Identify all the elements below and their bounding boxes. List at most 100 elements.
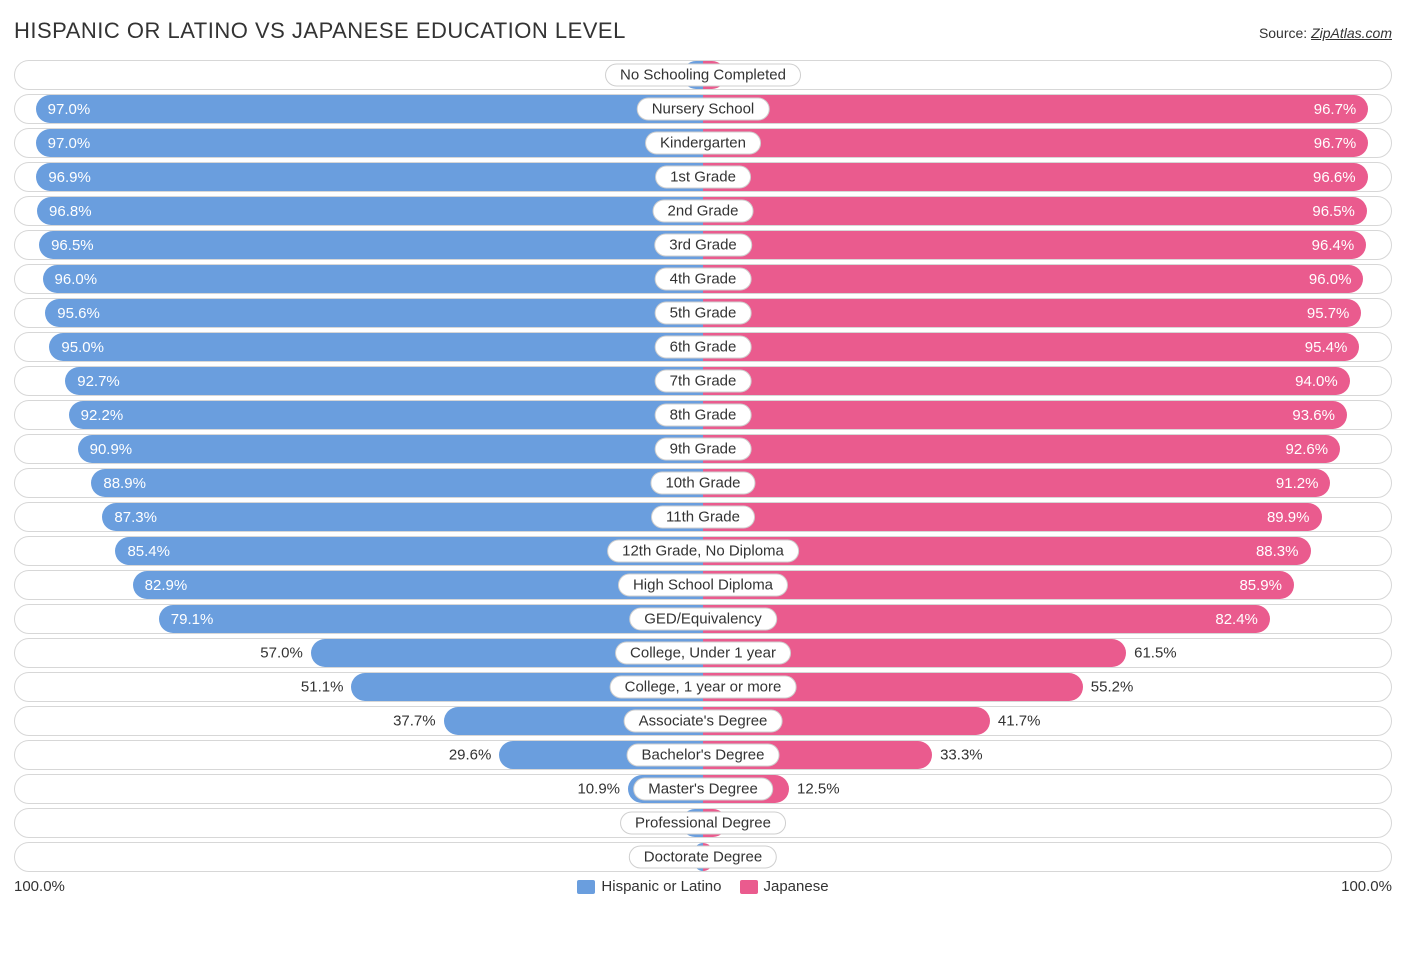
value-label-right: 96.0% [1297, 271, 1364, 288]
chart-row: 96.0%96.0%4th Grade [14, 264, 1392, 294]
chart-row: 96.9% 96.6% 1st Grade [14, 162, 1392, 192]
bar-left: 90.9% [78, 435, 703, 463]
value-label-right: 92.6% [1274, 441, 1341, 458]
value-label-right: 61.5% [1126, 645, 1177, 662]
chart-row: 95.6% 95.7% 5th Grade [14, 298, 1392, 328]
bar-left: 96.8% [37, 197, 703, 225]
value-label-right: 85.9% [1227, 577, 1294, 594]
category-label: 10th Grade [650, 472, 755, 495]
category-label: Kindergarten [645, 132, 761, 155]
bar-right: 85.9% [703, 571, 1294, 599]
chart-row: 3.0%3.3%No Schooling Completed [14, 60, 1392, 90]
value-label-right: 95.7% [1295, 305, 1362, 322]
chart-title: HISPANIC OR LATINO VS JAPANESE EDUCATION… [14, 18, 626, 44]
value-label-left: 95.6% [45, 305, 112, 322]
chart-row: 95.0% 95.4% 6th Grade [14, 332, 1392, 362]
category-label: No Schooling Completed [605, 64, 801, 87]
bar-right: 96.4% [703, 231, 1366, 259]
bar-right: 93.6% [703, 401, 1347, 429]
chart-row: 37.7%41.7%Associate's Degree [14, 706, 1392, 736]
chart-row: 97.0% 96.7% Kindergarten [14, 128, 1392, 158]
chart-row: 51.1% 55.2% College, 1 year or more [14, 672, 1392, 702]
value-label-right: 41.7% [990, 713, 1041, 730]
left-axis-max: 100.0% [14, 878, 65, 895]
chart-footer: 100.0% Hispanic or Latino Japanese 100.0… [14, 878, 1392, 895]
value-label-right: 55.2% [1083, 679, 1134, 696]
source-link[interactable]: ZipAtlas.com [1311, 25, 1392, 41]
bar-right: 92.6% [703, 435, 1340, 463]
category-label: 1st Grade [655, 166, 751, 189]
right-axis-max: 100.0% [1341, 878, 1392, 895]
chart-row: 3.2%3.5%Professional Degree [14, 808, 1392, 838]
value-label-left: 51.1% [301, 679, 352, 696]
value-label-left: 96.5% [39, 237, 106, 254]
bar-left: 96.5% [39, 231, 703, 259]
value-label-right: 88.3% [1244, 543, 1311, 560]
value-label-left: 85.4% [115, 543, 182, 560]
value-label-right: 96.4% [1300, 237, 1367, 254]
category-label: 2nd Grade [653, 200, 754, 223]
category-label: 8th Grade [655, 404, 752, 427]
value-label-right: 96.7% [1302, 135, 1369, 152]
chart-row: 90.9% 92.6% 9th Grade [14, 434, 1392, 464]
legend: Hispanic or Latino Japanese [577, 878, 828, 895]
value-label-right: 82.4% [1203, 611, 1270, 628]
category-label: 9th Grade [655, 438, 752, 461]
legend-swatch-right [740, 880, 758, 894]
legend-label-right: Japanese [764, 878, 829, 895]
chart-row: 92.7%94.0%7th Grade [14, 366, 1392, 396]
bar-left: 96.9% [36, 163, 703, 191]
chart-row: 92.2% 93.6%8th Grade [14, 400, 1392, 430]
bar-right: 96.5% [703, 197, 1367, 225]
chart-row: 96.5%96.4%3rd Grade [14, 230, 1392, 260]
value-label-left: 97.0% [36, 135, 103, 152]
chart-row: 1.3%1.5%Doctorate Degree [14, 842, 1392, 872]
bar-right: 89.9% [703, 503, 1322, 531]
value-label-left: 95.0% [49, 339, 116, 356]
value-label-left: 82.9% [133, 577, 200, 594]
category-label: Associate's Degree [624, 710, 783, 733]
category-label: High School Diploma [618, 574, 788, 597]
category-label: College, 1 year or more [610, 676, 797, 699]
value-label-right: 96.5% [1300, 203, 1367, 220]
value-label-left: 29.6% [449, 747, 500, 764]
bar-right: 96.7% [703, 129, 1368, 157]
bar-right: 95.4% [703, 333, 1359, 361]
value-label-left: 92.7% [65, 373, 132, 390]
category-label: GED/Equivalency [629, 608, 777, 631]
chart-row: 96.8% 96.5% 2nd Grade [14, 196, 1392, 226]
category-label: 5th Grade [655, 302, 752, 325]
chart-row: 79.1% 82.4% GED/Equivalency [14, 604, 1392, 634]
bar-left: 79.1% [159, 605, 703, 633]
category-label: 6th Grade [655, 336, 752, 359]
bar-left: 95.0% [49, 333, 703, 361]
bar-right: 96.7% [703, 95, 1368, 123]
value-label-right: 95.4% [1293, 339, 1360, 356]
legend-item-left: Hispanic or Latino [577, 878, 721, 895]
category-label: Nursery School [637, 98, 770, 121]
legend-item-right: Japanese [740, 878, 829, 895]
bar-left: 92.2% [69, 401, 703, 429]
value-label-right: 91.2% [1264, 475, 1331, 492]
value-label-left: 10.9% [577, 781, 628, 798]
category-label: Professional Degree [620, 812, 786, 835]
bar-right: 96.0% [703, 265, 1363, 293]
value-label-right: 89.9% [1255, 509, 1322, 526]
bar-left: 88.9% [91, 469, 703, 497]
bar-left: 97.0% [36, 129, 703, 157]
category-label: Doctorate Degree [629, 846, 777, 869]
chart-row: 87.3%89.9%11th Grade [14, 502, 1392, 532]
value-label-left: 87.3% [102, 509, 169, 526]
value-label-left: 79.1% [159, 611, 226, 628]
chart-row: 82.9% 85.9% High School Diploma [14, 570, 1392, 600]
chart-header: HISPANIC OR LATINO VS JAPANESE EDUCATION… [14, 18, 1392, 44]
value-label-right: 96.6% [1301, 169, 1368, 186]
bar-right: 96.6% [703, 163, 1368, 191]
value-label-left: 57.0% [260, 645, 311, 662]
value-label-left: 92.2% [69, 407, 136, 424]
category-label: 12th Grade, No Diploma [607, 540, 799, 563]
category-label: 7th Grade [655, 370, 752, 393]
bar-left: 96.0% [43, 265, 703, 293]
value-label-left: 90.9% [78, 441, 145, 458]
bar-right: 95.7% [703, 299, 1361, 327]
